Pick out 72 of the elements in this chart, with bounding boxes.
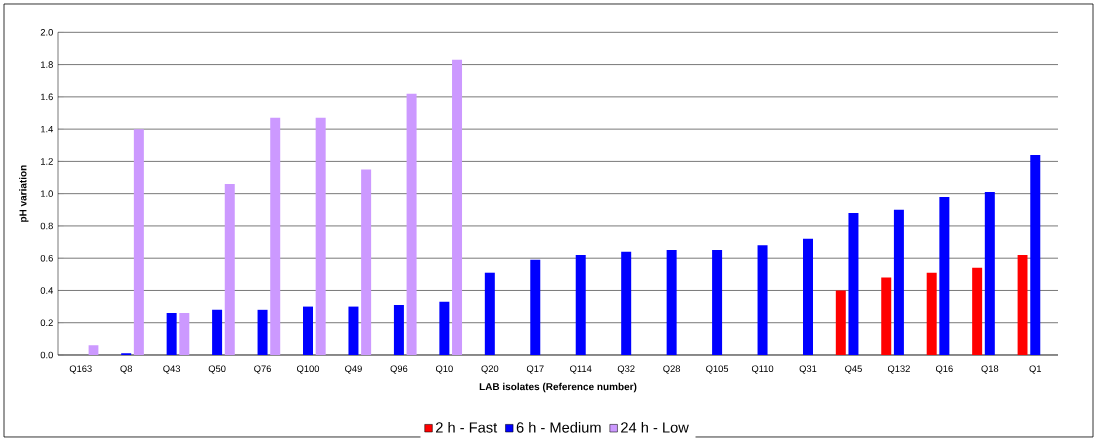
bar xyxy=(803,238,813,355)
y-axis-title: pH variation xyxy=(19,165,29,222)
bar xyxy=(575,254,586,355)
bar xyxy=(881,277,892,355)
bar xyxy=(530,259,541,355)
bar xyxy=(984,192,995,355)
legend-label: 24 h - Low xyxy=(621,421,689,433)
y-tick-label: 0.4 xyxy=(40,287,54,294)
x-tick-label: Q16 xyxy=(935,365,953,374)
x-tick-label: Q43 xyxy=(163,365,181,374)
bar xyxy=(315,117,326,355)
x-tick-label: Q132 xyxy=(887,365,910,374)
x-tick-label: Q31 xyxy=(799,365,817,374)
legend-label: 6 h - Medium xyxy=(516,421,601,433)
bar xyxy=(361,169,372,355)
x-tick-label: Q45 xyxy=(845,365,862,374)
bar xyxy=(452,59,463,355)
x-tick-label: Q17 xyxy=(526,365,544,374)
bar xyxy=(270,117,281,355)
y-tick-label: 0.6 xyxy=(40,254,53,262)
bar xyxy=(224,183,235,355)
bar xyxy=(348,306,359,355)
bar xyxy=(757,245,768,355)
x-tick-label: Q96 xyxy=(390,365,408,374)
bar xyxy=(406,93,417,355)
bar xyxy=(1017,254,1028,355)
bar xyxy=(939,196,950,355)
y-tick-label: 1.8 xyxy=(41,61,53,68)
x-tick-label: Q1 xyxy=(1029,365,1042,374)
x-tick-label: Q18 xyxy=(981,365,999,374)
bar xyxy=(166,313,177,355)
x-tick-label: Q8 xyxy=(120,365,133,374)
x-tick-label: Q163 xyxy=(69,365,92,374)
bar xyxy=(179,313,190,355)
y-tick-label: 0.2 xyxy=(40,319,53,327)
x-tick-label: Q76 xyxy=(254,365,271,374)
x-tick-label: Q100 xyxy=(297,365,320,374)
y-tick-label: 1.4 xyxy=(41,125,54,133)
x-tick-label: Q10 xyxy=(435,365,453,374)
x-tick-label: Q50 xyxy=(208,365,226,374)
bar xyxy=(893,209,904,355)
x-axis-title: LAB isolates (Reference number) xyxy=(479,382,637,393)
x-tick-label: Q20 xyxy=(481,365,499,374)
bar xyxy=(484,272,495,355)
x-tick-label: Q110 xyxy=(751,365,774,374)
bar xyxy=(303,306,314,355)
bar xyxy=(972,267,983,355)
bar xyxy=(1030,154,1041,355)
bar xyxy=(439,301,450,355)
x-tick-label: Q28 xyxy=(663,365,681,374)
bar xyxy=(712,250,723,355)
y-tick-label: 1.6 xyxy=(41,93,53,101)
bar xyxy=(621,251,632,355)
y-tick-label: 0.0 xyxy=(40,351,53,359)
y-tick-label: 0.8 xyxy=(40,222,53,230)
legend-label: 2 h - Fast xyxy=(436,421,498,433)
x-tick-label: Q49 xyxy=(345,365,362,374)
bar xyxy=(88,345,99,355)
bar xyxy=(835,290,846,355)
x-tick-label: Q32 xyxy=(617,365,635,374)
bar xyxy=(257,309,268,355)
x-tick-label: Q114 xyxy=(570,365,592,374)
bar xyxy=(212,309,223,355)
bar xyxy=(393,304,404,355)
bar xyxy=(926,272,937,355)
y-tick-label: 1.2 xyxy=(41,158,53,165)
bar xyxy=(133,129,144,355)
bar xyxy=(666,250,677,355)
bar xyxy=(848,213,859,355)
y-tick-label: 1.0 xyxy=(41,190,53,197)
y-tick-label: 2.0 xyxy=(40,29,53,36)
x-tick-label: Q105 xyxy=(706,365,729,374)
